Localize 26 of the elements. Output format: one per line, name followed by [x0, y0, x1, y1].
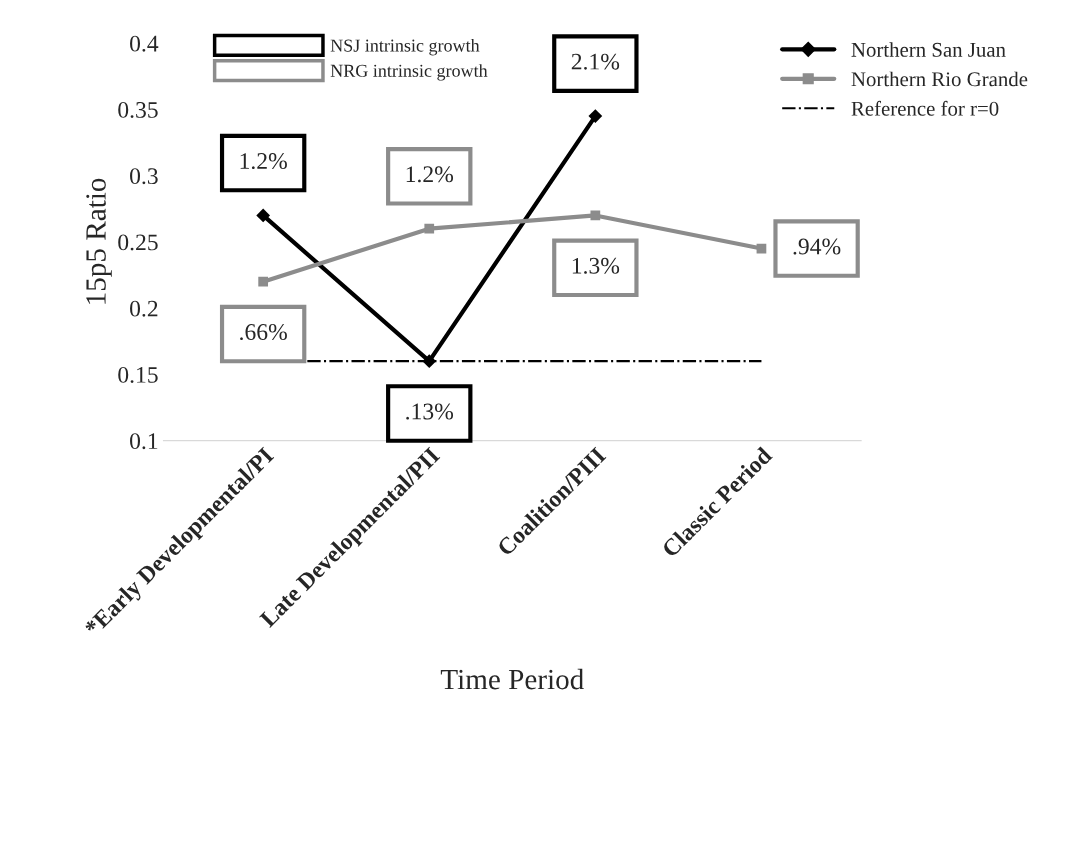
y-tick-label: 0.15	[118, 366, 158, 383]
annotation: NRG intrinsic growth	[330, 64, 488, 81]
annotation: .13%	[406, 403, 454, 420]
y-tick-label: 0.2	[130, 300, 158, 317]
point	[590, 210, 601, 221]
annotation: 2.1%	[571, 53, 620, 70]
annotation: 1.2%	[406, 166, 454, 183]
annotation: NSJ intrinsic growth	[330, 38, 480, 56]
y-tick-label: 0.1	[130, 433, 158, 450]
y-axis-title: 15p5 Ratio	[86, 178, 112, 304]
legend-label: Reference for r=0	[851, 100, 999, 116]
legend-label: Northern San Juan	[851, 42, 1006, 57]
annotation: 1.3%	[572, 257, 620, 274]
point	[424, 223, 435, 234]
annotation: 1.2%	[240, 153, 287, 170]
y-tick-label: 0.25	[118, 234, 158, 251]
point	[258, 276, 269, 287]
legend-label: Northern Rio Grande	[851, 71, 1028, 87]
annotation: .94%	[793, 238, 841, 255]
y-tick-label: 0.4	[130, 35, 159, 52]
x-axis-title: Time Period	[440, 668, 584, 690]
point	[256, 208, 271, 223]
point	[588, 109, 603, 123]
annotation: .66%	[240, 324, 287, 341]
y-tick-label: 0.3	[130, 168, 158, 185]
y-tick-label: 0.35	[118, 101, 158, 118]
